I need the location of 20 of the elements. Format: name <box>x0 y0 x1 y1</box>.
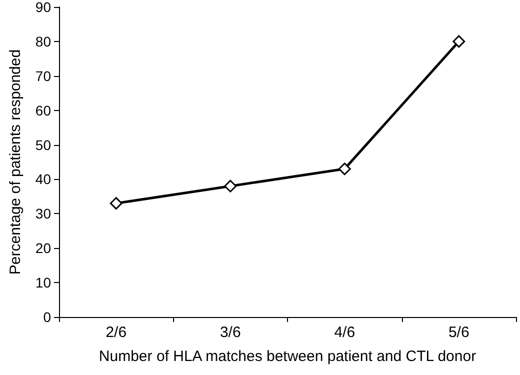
point <box>338 162 351 176</box>
y-tick-label: 20 <box>35 240 52 256</box>
point <box>452 35 466 48</box>
y-tick-label: 30 <box>35 206 52 222</box>
point <box>110 197 122 210</box>
y-tick-label: 10 <box>35 274 52 291</box>
x-tick-label: 5/6 <box>448 324 470 341</box>
point <box>224 180 237 192</box>
x-tick-label: 2/6 <box>106 324 127 341</box>
y-tick-label: 40 <box>35 171 52 188</box>
x-tick-label: 3/6 <box>220 324 241 341</box>
x-tick-label: 4/6 <box>334 324 356 341</box>
x-axis-title: Number of HLA matches between patient and CTL donor <box>98 348 476 365</box>
y-axis-title: Percentage of patients responded <box>7 49 24 275</box>
y-tick-label: 50 <box>35 136 52 153</box>
y-tick-label: 0 <box>43 309 52 325</box>
y-tick-label: 80 <box>35 33 52 50</box>
y-tick-label: 60 <box>35 102 52 118</box>
y-tick-label: 90 <box>35 0 52 15</box>
y-tick-label: 70 <box>35 68 52 84</box>
